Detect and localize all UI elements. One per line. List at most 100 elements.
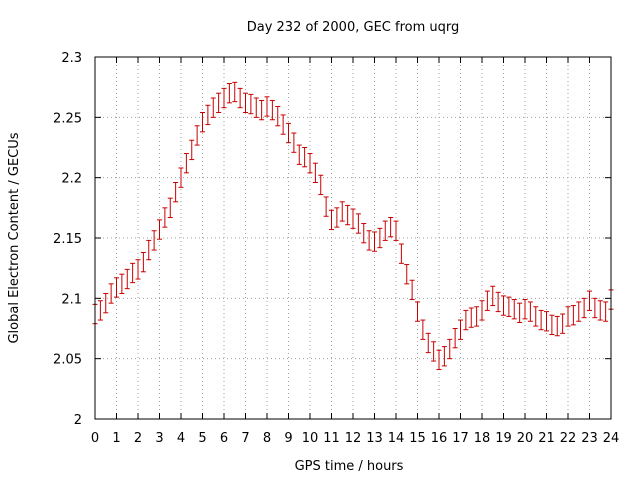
- error-bar-point: [560, 313, 566, 334]
- x-tick-label: 9: [284, 431, 292, 446]
- error-bar-point: [506, 296, 512, 317]
- error-bar-point: [162, 207, 168, 228]
- x-tick-label: 18: [474, 431, 491, 446]
- error-bar-point: [130, 262, 136, 284]
- x-tick-label: 10: [302, 431, 319, 446]
- x-tick-label: 19: [495, 431, 512, 446]
- error-bar-point: [565, 306, 571, 327]
- x-tick-label: 4: [177, 431, 185, 446]
- error-bar-point: [479, 300, 485, 321]
- error-bar-point: [447, 338, 453, 360]
- error-bar-point: [468, 307, 474, 328]
- error-bar-point: [436, 349, 442, 371]
- data-series: [92, 81, 614, 371]
- x-tick-label: 0: [91, 431, 99, 446]
- error-bar-point: [286, 122, 291, 144]
- error-bar-point: [458, 319, 463, 340]
- error-bar-point: [441, 346, 447, 367]
- error-bar-point: [355, 213, 361, 234]
- y-axis-label: Global Electron Content / GECUs: [7, 132, 22, 343]
- x-tick-label: 24: [603, 431, 620, 446]
- error-bar-point: [603, 301, 609, 322]
- x-tick-label: 20: [517, 431, 534, 446]
- error-bar-point: [372, 231, 377, 252]
- error-bar-point: [592, 297, 598, 319]
- error-bar-point: [253, 97, 259, 118]
- error-bar-point: [259, 99, 265, 121]
- x-axis-label: GPS time / hours: [295, 459, 404, 474]
- error-bar-point: [576, 301, 582, 322]
- error-bar-point: [587, 290, 592, 311]
- x-tick-label: 15: [409, 431, 426, 446]
- error-bar-point: [554, 315, 560, 337]
- error-bar-point: [237, 87, 243, 109]
- error-bar-point: [114, 277, 119, 298]
- error-bar-point: [511, 299, 517, 320]
- error-bar-point: [194, 125, 200, 146]
- error-bar-point: [431, 341, 437, 362]
- error-bar-point: [361, 223, 367, 244]
- error-bar-point: [269, 99, 275, 121]
- error-bar-point: [226, 83, 232, 104]
- error-bar-point: [377, 227, 383, 249]
- x-tick-label: 21: [538, 431, 555, 446]
- x-tick-label: 3: [155, 431, 163, 446]
- error-bar-point: [232, 81, 238, 103]
- error-bar-point: [339, 201, 345, 222]
- axis-ticks: 0 1 2 3 4 5 6 7 8 9 10 11 12 13 14 15 16 17 18 19 20 21 22 23 24…: [53, 51, 619, 446]
- error-bar-point: [334, 207, 340, 228]
- error-bar-point: [146, 239, 152, 261]
- x-tick-label: 14: [388, 431, 405, 446]
- error-bar-point: [533, 306, 539, 327]
- error-bar-point: [135, 259, 141, 280]
- error-bar-point: [484, 290, 490, 311]
- error-bar-point: [124, 268, 130, 290]
- error-bar-point: [323, 196, 329, 217]
- error-bar-point: [415, 301, 420, 322]
- error-bar-point: [452, 328, 458, 349]
- error-bar-point: [544, 311, 549, 332]
- x-tick-label: 5: [198, 431, 206, 446]
- x-tick-label: 8: [263, 431, 271, 446]
- x-tick-label: 13: [366, 431, 383, 446]
- error-bar-point: [398, 243, 404, 264]
- x-tick-label: 1: [112, 431, 120, 446]
- error-bar-point: [495, 291, 501, 313]
- y-tick-label: 2.25: [53, 111, 82, 126]
- error-bar-point: [97, 300, 103, 321]
- error-bar-point: [318, 174, 324, 196]
- error-bar-point: [167, 197, 173, 218]
- error-bar-point: [597, 300, 603, 321]
- error-bar-point: [140, 251, 146, 273]
- error-bar-point: [549, 314, 555, 336]
- error-bar-point: [200, 112, 205, 133]
- error-bar-point: [275, 105, 281, 127]
- error-bar-point: [173, 181, 179, 203]
- error-bar-point: [221, 87, 227, 109]
- error-bar-point: [517, 302, 523, 323]
- error-bar-point: [420, 319, 426, 340]
- x-tick-label: 11: [323, 431, 340, 446]
- error-bar-point: [302, 147, 308, 168]
- error-bar-point: [243, 92, 248, 114]
- x-tick-label: 22: [560, 431, 577, 446]
- error-bar-point: [108, 283, 114, 304]
- error-bar-point: [527, 301, 533, 322]
- error-bar-point: [157, 219, 162, 240]
- x-tick-label: 17: [452, 431, 469, 446]
- error-bar-point: [151, 230, 157, 251]
- error-bar-point: [296, 144, 302, 165]
- x-tick-label: 2: [134, 431, 142, 446]
- chart-title: Day 232 of 2000, GEC from uqrg: [247, 20, 460, 35]
- error-bar-point: [178, 167, 184, 188]
- error-bar-point: [119, 273, 125, 295]
- y-tick-label: 2.2: [61, 172, 82, 187]
- error-bar-point: [183, 153, 189, 174]
- y-tick-label: 2.15: [53, 232, 82, 247]
- error-bar-point: [189, 139, 195, 161]
- error-bar-point: [490, 285, 496, 307]
- error-bar-point: [409, 279, 415, 301]
- error-bar-point: [382, 220, 388, 241]
- error-bar-point: [366, 230, 372, 251]
- error-bar-point: [463, 309, 469, 331]
